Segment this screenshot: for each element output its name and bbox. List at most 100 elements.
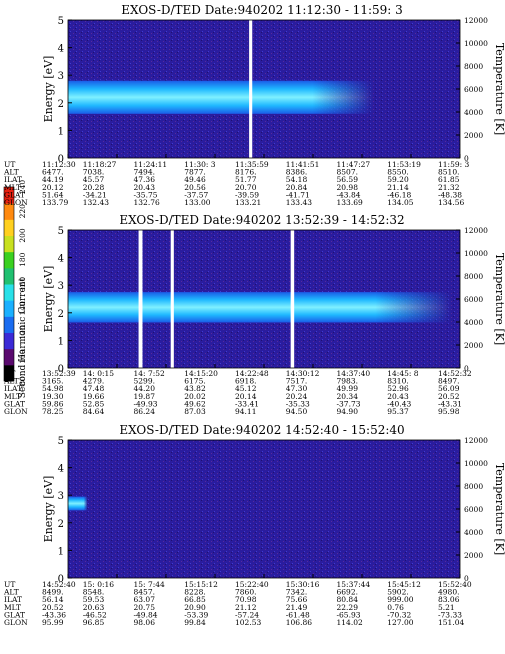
y-tick-label: 3 — [58, 281, 64, 292]
orbit-row-value: -57.24 — [235, 610, 259, 619]
orbit-row-value: 11:30: 3 — [184, 160, 216, 169]
orbit-row-value: 94.90 — [337, 407, 359, 416]
orbit-row-value: -37.73 — [337, 399, 361, 408]
colorbar-cell — [4, 364, 14, 382]
orbit-row-value: 98.06 — [134, 618, 156, 627]
orbit-row-value: 61.85 — [438, 175, 460, 184]
colorbar-cell — [4, 332, 14, 350]
orbit-row-value: -43.31 — [438, 399, 462, 408]
orbit-row-value: 56.14 — [42, 595, 64, 604]
orbit-row-value: 15: 0:16 — [83, 580, 115, 589]
orbit-row-value: 20.70 — [235, 183, 257, 192]
orbit-row-value: 84.64 — [83, 407, 105, 416]
orbit-row-value: 132.76 — [134, 198, 160, 207]
orbit-row-value: 8310. — [387, 377, 408, 386]
orbit-row-value: 51.64 — [42, 190, 64, 199]
colorbar-cell — [4, 235, 14, 253]
orbit-row-value: 94.11 — [235, 407, 256, 416]
orbit-row-value: 52.96 — [387, 384, 409, 393]
orbit-row-value: 45.12 — [235, 384, 257, 393]
colorbar-cell — [4, 300, 14, 317]
orbit-row-value: 3165. — [42, 377, 63, 386]
orbit-row-value: 14:45: 8 — [387, 369, 419, 378]
orbit-row-label: GLON — [4, 198, 28, 207]
orbit-row-value: 7494. — [134, 168, 155, 177]
orbit-row-label: ALT — [3, 377, 19, 386]
orbit-row-value: 14:52:32 — [438, 369, 472, 378]
orbit-row-value: 19.66 — [83, 392, 105, 401]
orbit-row-value: 15:37:44 — [337, 580, 371, 589]
orbit-row-value: 21.12 — [235, 603, 257, 612]
orbit-row-value: 14:22:48 — [235, 369, 269, 378]
orbit-row-value: 14:30:12 — [286, 369, 320, 378]
orbit-row-value: -61.48 — [286, 610, 310, 619]
orbit-row-value: 15:15:12 — [184, 580, 218, 589]
y2-tick-label: 10000 — [464, 249, 488, 258]
orbit-row-label: GLON — [4, 618, 28, 627]
orbit-row-value: 133.21 — [235, 198, 261, 207]
orbit-row-label: UT — [4, 160, 15, 169]
orbit-row-value: 47.48 — [83, 384, 105, 393]
orbit-row-value: 15: 7:44 — [134, 580, 166, 589]
orbit-row-value: 7517. — [286, 377, 307, 386]
colorbar-tick-label: 140 — [18, 301, 27, 316]
orbit-row-value: 56.09 — [438, 384, 460, 393]
orbit-row-value: 8176. — [235, 168, 256, 177]
orbit-row-value: 20.98 — [337, 183, 359, 192]
y-tick-label: 1 — [58, 336, 64, 347]
orbit-row-value: -37.57 — [184, 190, 208, 199]
orbit-row-value: 7860. — [235, 588, 256, 597]
orbit-row-value: 47.30 — [286, 384, 308, 393]
y2-tick-label: 12000 — [464, 436, 488, 445]
orbit-row-value: -53.39 — [184, 610, 208, 619]
orbit-row-value: 63.07 — [134, 595, 156, 604]
orbit-row-value: 14:15:20 — [184, 369, 218, 378]
orbit-row-value: 5299. — [134, 377, 155, 386]
orbit-row-value: 8457. — [134, 588, 155, 597]
orbit-row-value: 7342. — [286, 588, 307, 597]
y2-tick-label: 4000 — [464, 318, 483, 327]
orbit-row-value: 14: 0:15 — [83, 369, 115, 378]
data-gap — [249, 20, 253, 158]
orbit-row-value: 45.57 — [83, 175, 105, 184]
orbit-row-value: 19.30 — [42, 392, 64, 401]
orbit-row-value: 95.99 — [42, 618, 64, 627]
orbit-row-value: 14: 7:52 — [134, 369, 166, 378]
colorbar-tick-label: 200 — [18, 228, 27, 243]
orbit-row-value: 0.76 — [387, 603, 404, 612]
orbit-row-value: -49.84 — [134, 610, 158, 619]
energy-band — [68, 292, 453, 323]
y-tick-label: 2 — [58, 519, 64, 530]
orbit-row-value: 14:37:40 — [337, 369, 371, 378]
orbit-row-value: 133.00 — [184, 198, 210, 207]
orbit-row-value: 95.98 — [438, 407, 460, 416]
orbit-row-value: 54.18 — [286, 175, 308, 184]
orbit-row-value: 20.43 — [387, 392, 409, 401]
colorbar-tick-label: 220 — [18, 204, 27, 219]
orbit-row-value: 86.24 — [134, 407, 156, 416]
y2-tick-label: 0 — [464, 154, 469, 163]
orbit-row-value: -40.43 — [387, 399, 411, 408]
orbit-row-value: 11:18:27 — [83, 160, 117, 169]
orbit-row-value: 52.85 — [83, 399, 105, 408]
orbit-row-value: 8228. — [184, 588, 205, 597]
orbit-row-value: 21.14 — [387, 183, 409, 192]
orbit-row-value: 20.56 — [184, 183, 206, 192]
orbit-row-value: 11:47:27 — [337, 160, 371, 169]
spectrogram-panel-1: EXOS-D/TED Date:940202 11:12:30 - 11:59:… — [3, 3, 505, 207]
orbit-row-label: ILAT — [4, 384, 22, 393]
orbit-row-value: 8499. — [42, 588, 63, 597]
orbit-row-value: 87.03 — [184, 407, 206, 416]
y2-axis-label: Temperature [K] — [493, 463, 505, 555]
y-tick-label: 1 — [58, 546, 64, 557]
orbit-row-value: 102.53 — [235, 618, 261, 627]
y-tick-label: 4 — [58, 254, 64, 265]
orbit-row-value: 22.29 — [337, 603, 359, 612]
orbit-row-label: GLON — [4, 407, 28, 416]
orbit-row-value: 54.98 — [42, 384, 64, 393]
orbit-row-value: 59.86 — [42, 399, 64, 408]
orbit-row-value: 8386. — [286, 168, 307, 177]
orbit-row-value: 20.52 — [42, 603, 64, 612]
orbit-row-value: -65.93 — [337, 610, 361, 619]
